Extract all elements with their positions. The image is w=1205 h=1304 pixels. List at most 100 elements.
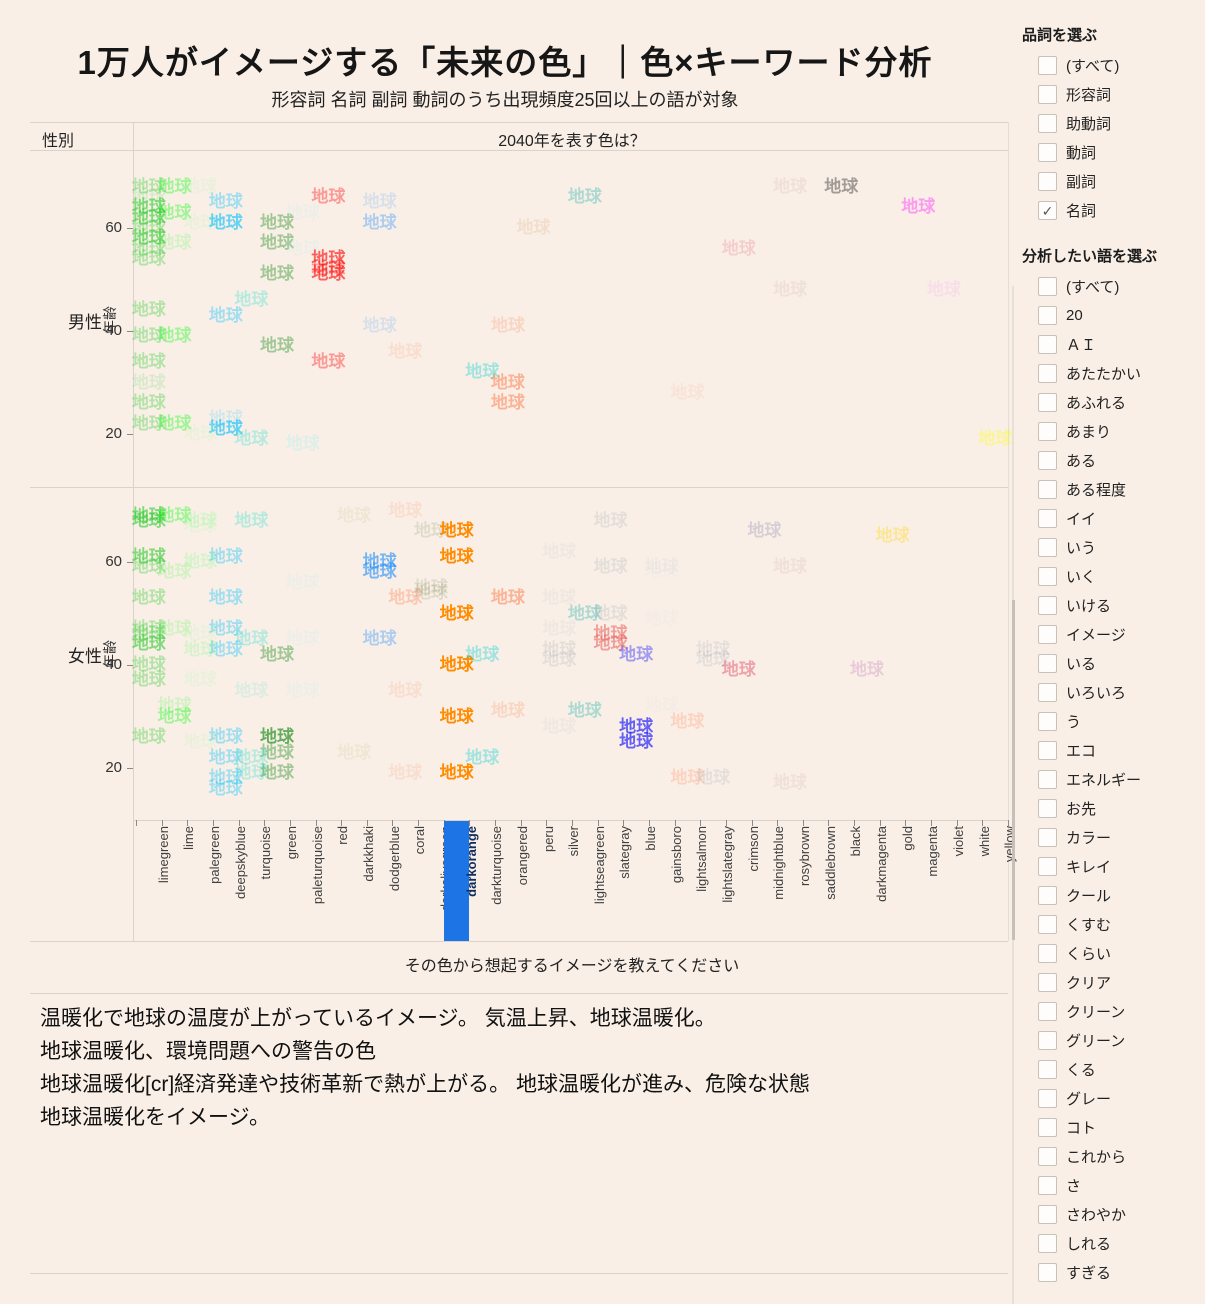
mark-earth-deepskyblue[interactable]: 地球 [208, 618, 243, 638]
x-category-label-darkkhaki[interactable]: darkkhaki [361, 826, 376, 882]
word-filter-checkbox[interactable] [1038, 770, 1057, 789]
word-filter-checkbox[interactable] [1038, 306, 1057, 325]
mark-earth-green[interactable]: 地球 [260, 264, 295, 284]
mark-earth-blue[interactable]: 地球 [619, 732, 654, 752]
x-category-label-lime[interactable]: lime [181, 826, 197, 850]
mark-earth-paleturquoise[interactable]: 地球 [285, 202, 320, 222]
word-filter-item[interactable]: くる [1022, 1055, 1202, 1084]
x-category-label-slategray[interactable]: slategray [617, 826, 633, 879]
mark-earth-lime[interactable]: 地球 [157, 505, 192, 525]
mark-earth-paleturquoise[interactable]: 地球 [285, 434, 320, 454]
mark-earth-deepskyblue[interactable]: 地球 [208, 408, 243, 428]
pos-filter-item[interactable]: 動詞 [1022, 138, 1202, 167]
mark-earth-palegreen[interactable]: 地球 [183, 639, 218, 659]
x-category-label-green[interactable]: green [284, 826, 300, 860]
pos-filter-checkbox[interactable] [1038, 56, 1057, 75]
mark-earth-lightsalmon[interactable]: 地球 [670, 382, 705, 402]
mark-earth-green[interactable]: 地球 [260, 644, 295, 664]
mark-earth-red[interactable]: 地球 [311, 264, 346, 284]
mark-earth-deepskyblue[interactable]: 地球 [208, 546, 243, 566]
word-filter-checkbox[interactable] [1038, 799, 1057, 818]
mark-earth-silver[interactable]: 地球 [542, 618, 577, 638]
mark-earth-black[interactable]: 地球 [824, 176, 859, 196]
word-filter-item[interactable]: キレイ [1022, 852, 1202, 881]
word-filter-checkbox[interactable] [1038, 277, 1057, 296]
mark-earth-violet[interactable]: 地球 [926, 279, 961, 299]
word-filter-checkbox[interactable] [1038, 596, 1057, 615]
mark-earth-lightseagreen[interactable]: 地球 [567, 187, 602, 207]
mark-earth-darkkhaki[interactable]: 地球 [337, 505, 371, 525]
word-filter-checkbox[interactable] [1038, 1176, 1057, 1195]
pos-filter-checkbox[interactable] [1038, 143, 1057, 162]
row-dimension-header[interactable]: 性別 [42, 133, 75, 150]
mark-earth-palegreen[interactable]: 地球 [183, 510, 218, 530]
word-filter-item[interactable]: くらい [1022, 939, 1202, 968]
mark-earth-red[interactable]: 地球 [311, 248, 346, 268]
word-filter-checkbox[interactable] [1038, 422, 1057, 441]
mark-earth-turquoise[interactable]: 地球 [234, 747, 269, 767]
mark-earth-palegreen[interactable]: 地球 [183, 212, 218, 232]
mark-earth-coral[interactable]: 地球 [388, 763, 423, 783]
word-filter-item[interactable]: カラー [1022, 823, 1202, 852]
mark-earth-limegreen[interactable]: 地球 [131, 372, 166, 392]
mark-earth-gainsboro[interactable]: 地球 [644, 562, 679, 582]
mark-earth-coral[interactable]: 地球 [388, 680, 423, 700]
mark-earth-limegreen[interactable]: 地球 [131, 207, 166, 227]
mark-earth-deepskyblue[interactable]: 地球 [208, 747, 243, 767]
mark-earth-lightseagreen[interactable]: 地球 [567, 603, 602, 623]
panel-label-female[interactable]: 女性 [68, 647, 102, 666]
x-category-label-gold[interactable]: gold [899, 826, 915, 851]
mark-earth-darkmagenta[interactable]: 地球 [849, 660, 884, 680]
word-filter-item[interactable]: お先 [1022, 794, 1202, 823]
x-category-label-midnightblue[interactable]: midnightblue [771, 826, 787, 900]
x-category-label-lightseagreen[interactable]: lightseagreen [591, 826, 607, 905]
mark-earth-lime[interactable]: 地球 [157, 618, 192, 638]
mark-earth-dodgerblue[interactable]: 地球 [362, 212, 397, 232]
sidebar-scrollbar-thumb[interactable] [1012, 600, 1015, 940]
x-category-label-deepskyblue[interactable]: deepskyblue [232, 826, 248, 899]
mark-earth-lime[interactable]: 地球 [157, 233, 192, 253]
mark-earth-limegreen[interactable]: 地球 [131, 624, 166, 644]
mark-earth-gold[interactable]: 地球 [875, 526, 910, 546]
mark-earth-silver[interactable]: 地球 [542, 649, 577, 669]
pos-filter-item[interactable]: (すべて) [1022, 51, 1202, 80]
x-category-label-darkorange[interactable]: darkorange [463, 826, 479, 897]
word-filter-item[interactable]: さ [1022, 1171, 1202, 1200]
x-category-label-orangered[interactable]: orangered [514, 826, 530, 886]
mark-earth-lime[interactable]: 地球 [157, 696, 192, 716]
mark-earth-limegreen[interactable]: 地球 [131, 413, 166, 433]
mark-earth-dodgerblue[interactable]: 地球 [362, 315, 397, 335]
mark-earth-orangered[interactable]: 地球 [490, 372, 525, 392]
mark-earth-coral[interactable]: 地球 [388, 341, 423, 361]
mark-earth-darkolivegreen[interactable]: 地球 [413, 521, 448, 541]
word-filter-item[interactable]: あふれる [1022, 388, 1202, 417]
word-filter-checkbox[interactable] [1038, 625, 1057, 644]
word-filter-item[interactable]: (すべて) [1022, 272, 1202, 301]
pos-filter-checkbox[interactable] [1038, 114, 1057, 133]
word-filter-checkbox[interactable] [1038, 364, 1057, 383]
pos-filter-checkbox[interactable] [1038, 85, 1057, 104]
word-filter-checkbox[interactable] [1038, 538, 1057, 557]
x-category-label-violet[interactable]: violet [950, 826, 966, 857]
x-category-label-black[interactable]: black [848, 826, 864, 857]
pos-filter-checkbox-checked[interactable]: ✓ [1038, 201, 1057, 220]
mark-earth-palegreen[interactable]: 地球 [183, 552, 218, 571]
mark-earth-crimson[interactable]: 地球 [721, 238, 756, 258]
x-category-label-limegreen[interactable]: limegreen [155, 826, 171, 884]
word-filter-checkbox[interactable] [1038, 393, 1057, 412]
mark-earth-slategray[interactable]: 地球 [593, 634, 628, 654]
mark-earth-silver[interactable]: 地球 [542, 541, 577, 561]
word-filter-item[interactable]: くすむ [1022, 910, 1202, 939]
mark-earth-darkturquoise[interactable]: 地球 [465, 644, 500, 664]
x-category-label-darkturquoise[interactable]: darkturquoise [489, 826, 505, 905]
x-category-label-turquoise[interactable]: turquoise [258, 826, 274, 880]
mark-earth-rosybrown[interactable]: 地球 [773, 279, 807, 299]
mark-earth-dodgerblue[interactable]: 地球 [362, 629, 397, 649]
mark-earth-limegreen[interactable]: 地球 [131, 197, 166, 217]
x-category-label-white[interactable]: white [976, 826, 992, 857]
mark-earth-turquoise[interactable]: 地球 [234, 629, 269, 649]
word-filter-checkbox[interactable] [1038, 712, 1057, 731]
mark-earth-deepskyblue[interactable]: 地球 [208, 212, 243, 232]
mark-earth-deepskyblue[interactable]: 地球 [208, 727, 243, 747]
mark-earth-silver[interactable]: 地球 [542, 588, 577, 608]
